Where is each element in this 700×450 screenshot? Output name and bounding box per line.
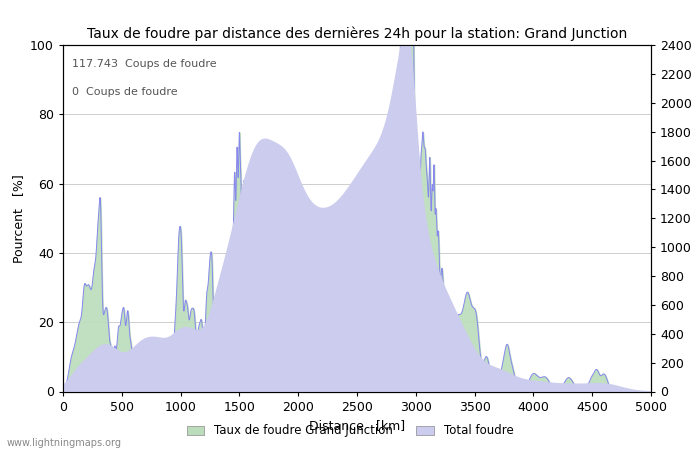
Title: Taux de foudre par distance des dernières 24h pour la station: Grand Junction: Taux de foudre par distance des dernière… bbox=[87, 27, 627, 41]
Text: 0  Coups de foudre: 0 Coups de foudre bbox=[72, 86, 177, 97]
Y-axis label: Nb: Nb bbox=[696, 210, 700, 227]
Text: www.lightningmaps.org: www.lightningmaps.org bbox=[7, 438, 122, 448]
Y-axis label: Pourcent   [%]: Pourcent [%] bbox=[11, 174, 25, 263]
X-axis label: Distance   [km]: Distance [km] bbox=[309, 419, 405, 432]
Text: 117.743  Coups de foudre: 117.743 Coups de foudre bbox=[72, 59, 216, 69]
Legend: Taux de foudre Grand Junction, Total foudre: Taux de foudre Grand Junction, Total fou… bbox=[182, 419, 518, 442]
